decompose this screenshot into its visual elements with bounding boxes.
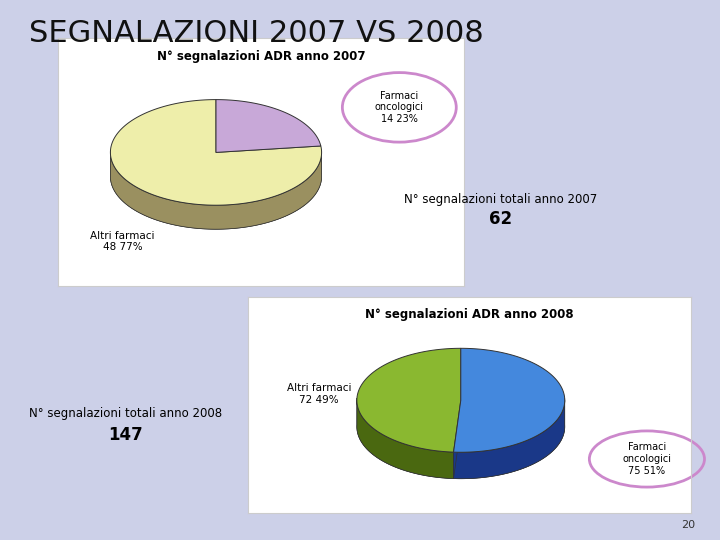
Polygon shape — [357, 398, 454, 478]
Text: 147: 147 — [109, 426, 143, 444]
Polygon shape — [216, 99, 321, 152]
Text: N° segnalazioni ADR anno 2007: N° segnalazioni ADR anno 2007 — [157, 50, 365, 63]
Polygon shape — [454, 400, 461, 478]
Polygon shape — [454, 348, 564, 452]
Text: Farmaci
oncologici
75 51%: Farmaci oncologici 75 51% — [622, 442, 672, 476]
Polygon shape — [110, 99, 322, 205]
Text: Farmaci
oncologici
14 23%: Farmaci oncologici 14 23% — [375, 91, 424, 124]
Text: Altri farmaci
48 77%: Altri farmaci 48 77% — [91, 231, 155, 252]
Polygon shape — [357, 348, 461, 452]
Polygon shape — [110, 152, 322, 229]
Text: N° segnalazioni totali anno 2007: N° segnalazioni totali anno 2007 — [404, 193, 597, 206]
Text: Altri farmaci
72 49%: Altri farmaci 72 49% — [287, 383, 351, 405]
Polygon shape — [110, 150, 322, 229]
Text: 62: 62 — [489, 210, 512, 228]
Polygon shape — [357, 400, 564, 478]
Text: SEGNALAZIONI 2007 VS 2008: SEGNALAZIONI 2007 VS 2008 — [29, 19, 484, 48]
Polygon shape — [454, 399, 564, 478]
Text: 20: 20 — [680, 520, 695, 530]
Polygon shape — [454, 400, 461, 478]
Text: N° segnalazioni ADR anno 2008: N° segnalazioni ADR anno 2008 — [366, 308, 574, 321]
Text: N° segnalazioni totali anno 2008: N° segnalazioni totali anno 2008 — [30, 407, 222, 420]
